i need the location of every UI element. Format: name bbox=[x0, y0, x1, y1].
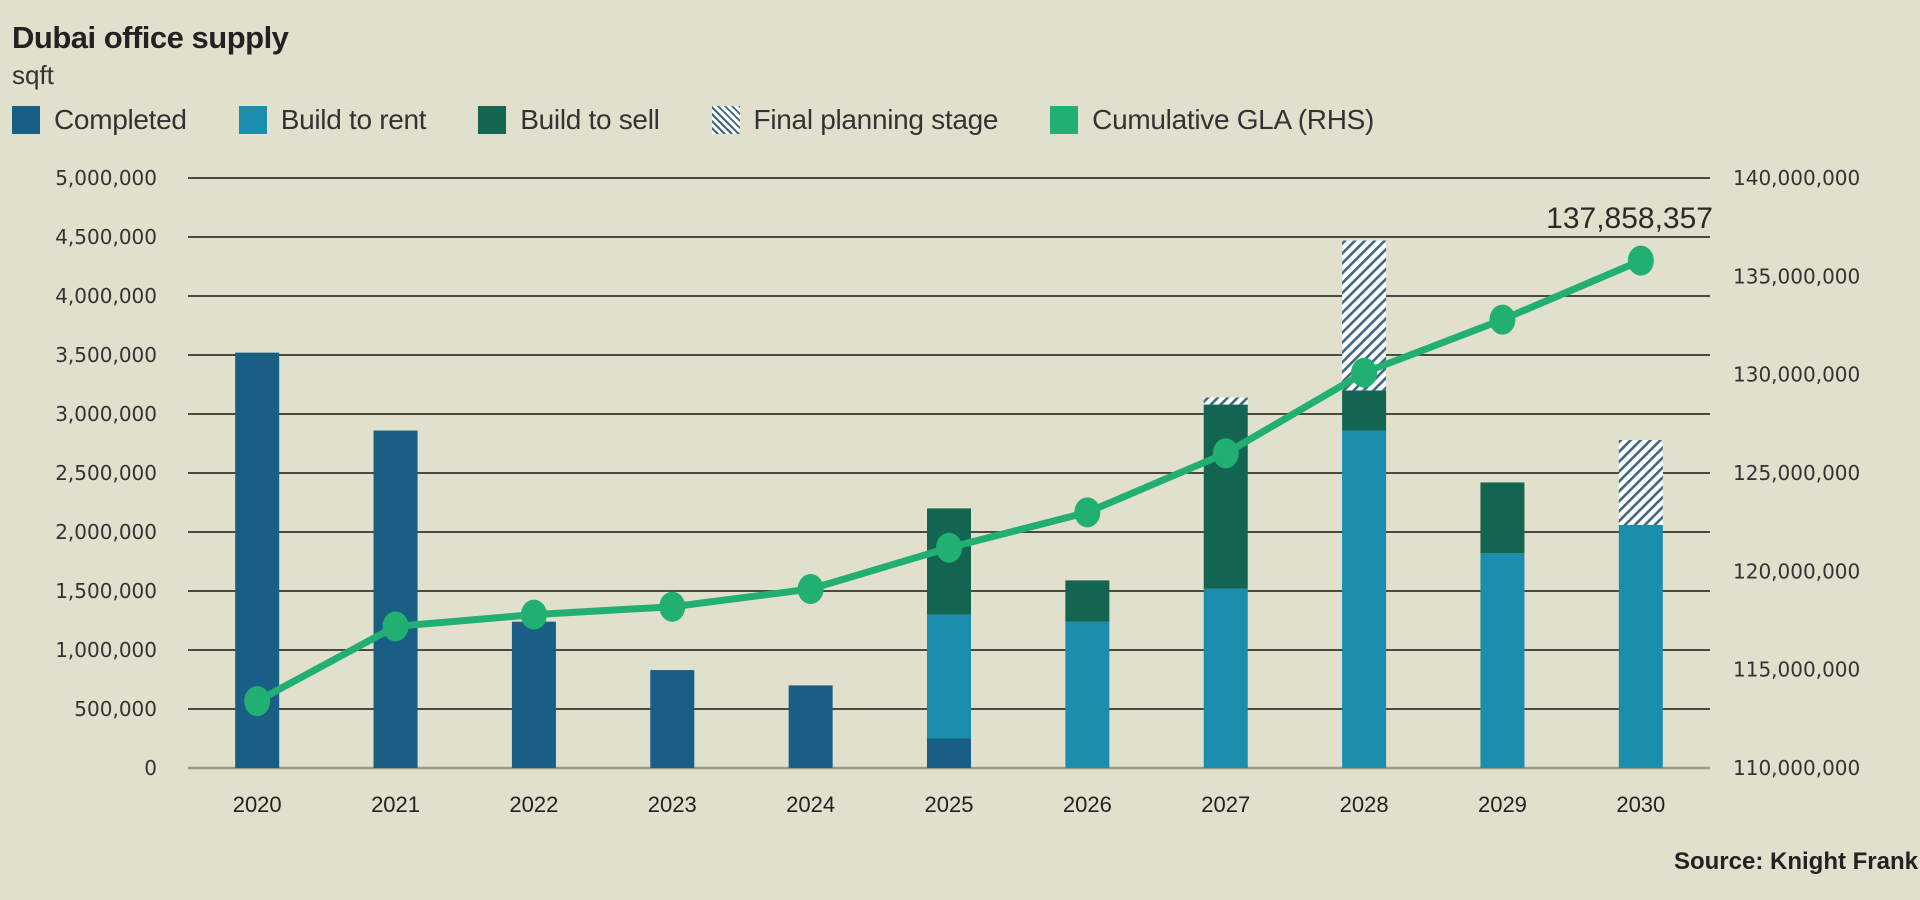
line-marker-2024 bbox=[797, 574, 824, 605]
y-tick-label-left: 1,000,000 bbox=[55, 638, 157, 662]
line-marker-2029 bbox=[1489, 304, 1516, 335]
y-tick-label-left: 3,500,000 bbox=[55, 343, 157, 367]
x-tick-label: 2026 bbox=[1063, 792, 1112, 817]
bar-segment-final-planning-2030 bbox=[1618, 439, 1663, 525]
bar-segment-build-to-sell-2026 bbox=[1065, 580, 1110, 622]
y-tick-label-right: 130,000,000 bbox=[1733, 363, 1860, 387]
x-tick-label: 2023 bbox=[648, 792, 697, 817]
bar-segment-completed-2021 bbox=[373, 430, 418, 768]
bar-segment-build-to-sell-2027 bbox=[1203, 404, 1248, 589]
y-tick-label-left: 5,000,000 bbox=[55, 166, 157, 190]
left-axis: 0 500,000 1,000,000 1,500,000 2,000,000 2,500… bbox=[55, 166, 157, 780]
legend-label: Completed bbox=[54, 104, 187, 135]
line-marker-2027 bbox=[1212, 438, 1239, 469]
bar-segment-build-to-rent-2028 bbox=[1342, 430, 1387, 768]
y-tick-label-right: 110,000,000 bbox=[1733, 756, 1860, 780]
y-tick-label-left: 0 bbox=[144, 756, 157, 780]
x-tick-label: 2024 bbox=[786, 792, 835, 817]
line-marker-2021 bbox=[382, 611, 409, 642]
legend-label: Build to rent bbox=[280, 104, 427, 135]
legend-label: Build to sell bbox=[520, 104, 660, 135]
chart-subtitle: sqft bbox=[12, 60, 54, 90]
x-tick-label: 2022 bbox=[509, 792, 558, 817]
bars bbox=[235, 240, 1663, 768]
x-tick-label: 2025 bbox=[925, 792, 974, 817]
line-marker-2022 bbox=[520, 599, 547, 630]
bar-segment-build-to-sell-2028 bbox=[1342, 390, 1387, 431]
x-tick-label: 2027 bbox=[1201, 792, 1250, 817]
line-marker-2028 bbox=[1351, 357, 1378, 388]
x-tick-label: 2020 bbox=[233, 792, 282, 817]
bar-segment-build-to-rent-2029 bbox=[1480, 553, 1525, 768]
y-tick-label-left: 1,500,000 bbox=[55, 579, 157, 603]
annotations: 137,858,357 bbox=[1546, 202, 1713, 235]
line-marker-2026 bbox=[1074, 497, 1101, 528]
legend: Completed Build to rent Build to sell Fi… bbox=[12, 104, 1426, 136]
y-tick-label-right: 120,000,000 bbox=[1733, 559, 1860, 583]
x-tick-label: 2028 bbox=[1340, 792, 1389, 817]
bar-segment-build-to-rent-2026 bbox=[1065, 621, 1110, 768]
bar-segment-build-to-sell-2029 bbox=[1480, 482, 1525, 554]
line-marker-2025 bbox=[936, 532, 962, 563]
cumulative-gla-line bbox=[244, 245, 1654, 717]
y-tick-label-right: 135,000,000 bbox=[1733, 264, 1860, 288]
source-note: Source: Knight Frank bbox=[1673, 848, 1918, 875]
legend-swatch-final-planning bbox=[711, 106, 740, 134]
y-tick-label-left: 2,000,000 bbox=[55, 520, 157, 544]
x-axis: 2020 2021 2022 2023 2024 2025 2026 2027 2028 2029… bbox=[233, 792, 1666, 817]
bar-segment-completed-2022 bbox=[511, 621, 556, 768]
x-tick-label: 2021 bbox=[371, 792, 420, 817]
legend-item-completed: Completed bbox=[12, 104, 187, 136]
bar-segment-build-to-rent-2025 bbox=[927, 614, 971, 739]
legend-item-build-to-sell: Build to sell bbox=[478, 104, 660, 136]
chart-title: Dubai office supply bbox=[12, 20, 289, 55]
legend-item-final-planning: Final planning stage bbox=[711, 104, 999, 136]
right-axis: 110,000,000 115,000,000 120,000,000 125,000… bbox=[1733, 166, 1860, 780]
bar-segment-completed-2023 bbox=[650, 670, 695, 768]
legend-label: Final planning stage bbox=[753, 104, 999, 135]
y-tick-label-left: 4,500,000 bbox=[55, 225, 157, 249]
line-marker-2023 bbox=[659, 591, 686, 622]
y-tick-label-left: 2,500,000 bbox=[55, 461, 157, 485]
legend-swatch-cumulative-gla bbox=[1050, 106, 1079, 134]
y-tick-label-right: 125,000,000 bbox=[1733, 461, 1860, 485]
bar-segment-completed-2024 bbox=[788, 685, 833, 768]
legend-label: Cumulative GLA (RHS) bbox=[1092, 104, 1375, 135]
annotation-final-gla: 137,858,357 bbox=[1546, 202, 1713, 235]
legend-item-build-to-rent: Build to rent bbox=[238, 104, 427, 136]
line-marker-2020 bbox=[244, 686, 271, 717]
y-tick-label-left: 4,000,000 bbox=[55, 284, 157, 308]
bar-segment-build-to-rent-2027 bbox=[1203, 588, 1248, 768]
bar-segment-build-to-rent-2030 bbox=[1618, 524, 1663, 768]
legend-swatch-completed bbox=[12, 106, 40, 134]
bar-segment-completed-2025 bbox=[927, 738, 971, 768]
y-tick-label-left: 3,000,000 bbox=[55, 402, 157, 426]
y-tick-label-right: 140,000,000 bbox=[1733, 166, 1860, 190]
legend-swatch-build-to-rent bbox=[238, 106, 267, 134]
bar-segment-final-planning-2027 bbox=[1203, 397, 1248, 405]
legend-item-cumulative-gla: Cumulative GLA (RHS) bbox=[1050, 104, 1374, 136]
y-tick-label-left: 500,000 bbox=[74, 697, 157, 721]
line-marker-2030 bbox=[1627, 245, 1654, 276]
x-tick-label: 2030 bbox=[1616, 792, 1665, 817]
legend-swatch-build-to-sell bbox=[478, 106, 507, 134]
y-tick-label-right: 115,000,000 bbox=[1733, 658, 1860, 682]
x-tick-label: 2029 bbox=[1478, 792, 1527, 817]
